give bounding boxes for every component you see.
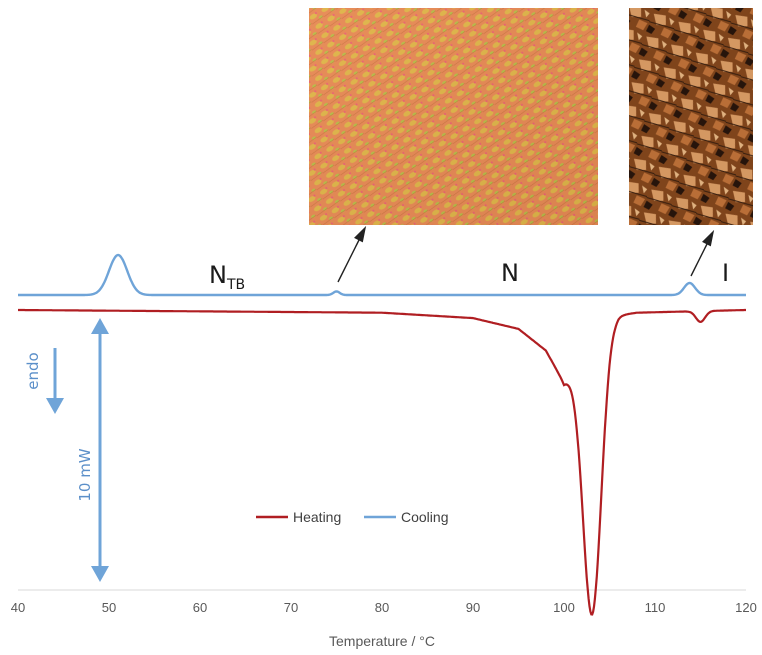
series-cooling-line [18, 253, 746, 297]
endo-label: endo [24, 352, 42, 389]
x-tick-label: 50 [102, 600, 116, 615]
texture-image-n [629, 8, 753, 225]
phase-label-n: N [501, 259, 519, 287]
phase-label-ntb: NTB [209, 261, 245, 293]
x-tick-label: 90 [466, 600, 480, 615]
pointer-arrow-2 [690, 229, 715, 277]
series-heating-line [18, 308, 746, 616]
phase-label-i: I [722, 259, 729, 287]
legend: Heating Cooling [256, 509, 448, 525]
scale-bar [91, 318, 109, 582]
pointer-arrow-1 [337, 225, 367, 283]
endo-arrow [46, 348, 64, 414]
x-tick-label: 70 [284, 600, 298, 615]
scale-bar-label: 10 mW [76, 448, 94, 501]
x-tick-label: 40 [11, 600, 25, 615]
x-tick-label: 120 [735, 600, 757, 615]
x-tick-label: 100 [553, 600, 575, 615]
legend-label-cooling: Cooling [401, 509, 448, 525]
x-tick-labels: 40 50 60 70 80 90 100 110 120 [11, 600, 757, 615]
x-axis-label: Temperature / °C [329, 633, 435, 649]
legend-label-heating: Heating [293, 509, 341, 525]
x-tick-label: 60 [193, 600, 207, 615]
x-tick-label: 110 [645, 600, 666, 615]
texture-image-ntb [309, 8, 598, 225]
x-tick-label: 80 [375, 600, 389, 615]
